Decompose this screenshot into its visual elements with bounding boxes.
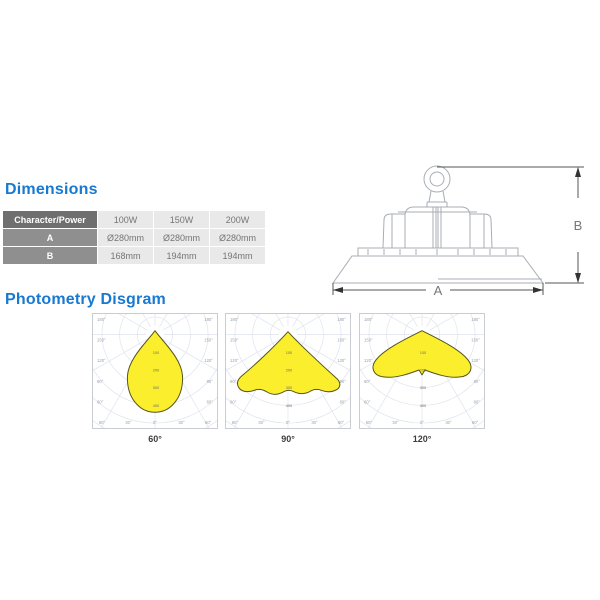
- svg-text:400: 400: [420, 403, 427, 408]
- svg-text:120°: 120°: [230, 358, 239, 363]
- dimensions-table: Character/Power 100W 150W 200W A Ø280mm …: [3, 211, 265, 264]
- photometry-section-title: Photometry Disgram: [5, 291, 166, 308]
- svg-text:150°: 150°: [337, 338, 346, 343]
- svg-text:300: 300: [420, 385, 427, 390]
- svg-text:300: 300: [153, 385, 160, 390]
- svg-text:200: 200: [153, 367, 160, 372]
- svg-text:60°: 60°: [338, 420, 345, 425]
- polar-chart-90: 100 200 300 400 180° 150° 120° 90° 60° 180° 150° 12…: [226, 314, 350, 428]
- svg-text:100: 100: [420, 350, 427, 355]
- beam-angle-caption-90: 90°: [281, 434, 295, 444]
- polar-chart-120: 100 200 300 400 180° 150° 120° 90° 60° 180° 150° 12…: [360, 314, 484, 428]
- svg-text:60°: 60°: [364, 399, 371, 404]
- svg-text:150°: 150°: [97, 338, 106, 343]
- svg-text:150°: 150°: [364, 338, 373, 343]
- svg-text:120°: 120°: [337, 358, 346, 363]
- svg-text:0°: 0°: [286, 420, 290, 425]
- svg-text:120°: 120°: [204, 358, 213, 363]
- svg-text:60°: 60°: [97, 399, 104, 404]
- svg-text:90°: 90°: [340, 379, 347, 384]
- svg-text:60°: 60°: [205, 420, 212, 425]
- svg-text:120°: 120°: [471, 358, 480, 363]
- svg-text:0°: 0°: [420, 420, 424, 425]
- beam-angle-caption-120: 120°: [412, 434, 432, 444]
- svg-text:100: 100: [153, 350, 160, 355]
- table-header-200w: 200W: [210, 211, 265, 228]
- dimension-arrows: [333, 167, 581, 293]
- svg-text:60°: 60°: [366, 420, 373, 425]
- svg-text:90°: 90°: [97, 379, 104, 384]
- dimension-b-label: B: [574, 218, 583, 233]
- table-row-b-label: B: [3, 247, 97, 264]
- svg-text:90°: 90°: [474, 379, 481, 384]
- svg-text:30°: 30°: [258, 420, 265, 425]
- svg-text:180°: 180°: [97, 317, 106, 322]
- svg-text:60°: 60°: [340, 399, 347, 404]
- svg-text:180°: 180°: [204, 317, 213, 322]
- table-header-100w: 100W: [98, 211, 153, 228]
- table-header-150w: 150W: [154, 211, 209, 228]
- svg-text:30°: 30°: [392, 420, 399, 425]
- table-row-b-value-150w: 194mm: [154, 247, 209, 264]
- svg-text:30°: 30°: [125, 420, 132, 425]
- svg-text:120°: 120°: [364, 358, 373, 363]
- table-row-a-label: A: [3, 229, 97, 246]
- svg-text:180°: 180°: [364, 317, 373, 322]
- lamp-outline: [332, 165, 544, 284]
- svg-text:60°: 60°: [230, 399, 237, 404]
- table-header-character-power: Character/Power: [3, 211, 97, 228]
- svg-text:150°: 150°: [204, 338, 213, 343]
- table-row-b-value-200w: 194mm: [210, 247, 265, 264]
- svg-text:60°: 60°: [207, 399, 214, 404]
- svg-text:120°: 120°: [97, 358, 106, 363]
- svg-text:30°: 30°: [311, 420, 318, 425]
- table-row-b-value-100w: 168mm: [98, 247, 153, 264]
- beam-angle-caption-60: 60°: [148, 434, 162, 444]
- photometry-diagram-60: 100 200 300 400 180° 150° 120° 90° 60° 180° 150° 12…: [92, 313, 218, 429]
- svg-text:60°: 60°: [474, 399, 481, 404]
- svg-text:200: 200: [286, 367, 293, 372]
- polar-chart-60: 100 200 300 400 180° 150° 120° 90° 60° 180° 150° 12…: [93, 314, 217, 428]
- photometry-diagram-90: 100 200 300 400 180° 150° 120° 90° 60° 180° 150° 12…: [225, 313, 351, 429]
- svg-text:90°: 90°: [364, 379, 371, 384]
- svg-text:100: 100: [286, 350, 293, 355]
- photometry-diagram-120: 100 200 300 400 180° 150° 120° 90° 60° 180° 150° 12…: [359, 313, 485, 429]
- svg-text:150°: 150°: [230, 338, 239, 343]
- svg-text:400: 400: [286, 403, 293, 408]
- svg-text:150°: 150°: [471, 338, 480, 343]
- svg-text:0°: 0°: [153, 420, 157, 425]
- svg-text:90°: 90°: [207, 379, 214, 384]
- svg-text:90°: 90°: [230, 379, 237, 384]
- dimensions-section-title: Dimensions: [5, 181, 98, 198]
- svg-text:30°: 30°: [445, 420, 452, 425]
- dimension-a-label: A: [434, 283, 443, 298]
- svg-text:180°: 180°: [471, 317, 480, 322]
- svg-text:60°: 60°: [99, 420, 106, 425]
- svg-text:400: 400: [153, 403, 160, 408]
- svg-text:300: 300: [286, 385, 293, 390]
- lamp-dimension-drawing: A B: [332, 165, 584, 298]
- svg-text:200: 200: [420, 367, 427, 372]
- svg-text:60°: 60°: [472, 420, 479, 425]
- table-row-a-value-200w: Ø280mm: [210, 229, 265, 246]
- svg-text:180°: 180°: [230, 317, 239, 322]
- table-row-a-value-100w: Ø280mm: [98, 229, 153, 246]
- svg-text:60°: 60°: [232, 420, 239, 425]
- table-row-a-value-150w: Ø280mm: [154, 229, 209, 246]
- svg-text:180°: 180°: [337, 317, 346, 322]
- dimension-lines: [332, 166, 584, 295]
- svg-text:30°: 30°: [178, 420, 185, 425]
